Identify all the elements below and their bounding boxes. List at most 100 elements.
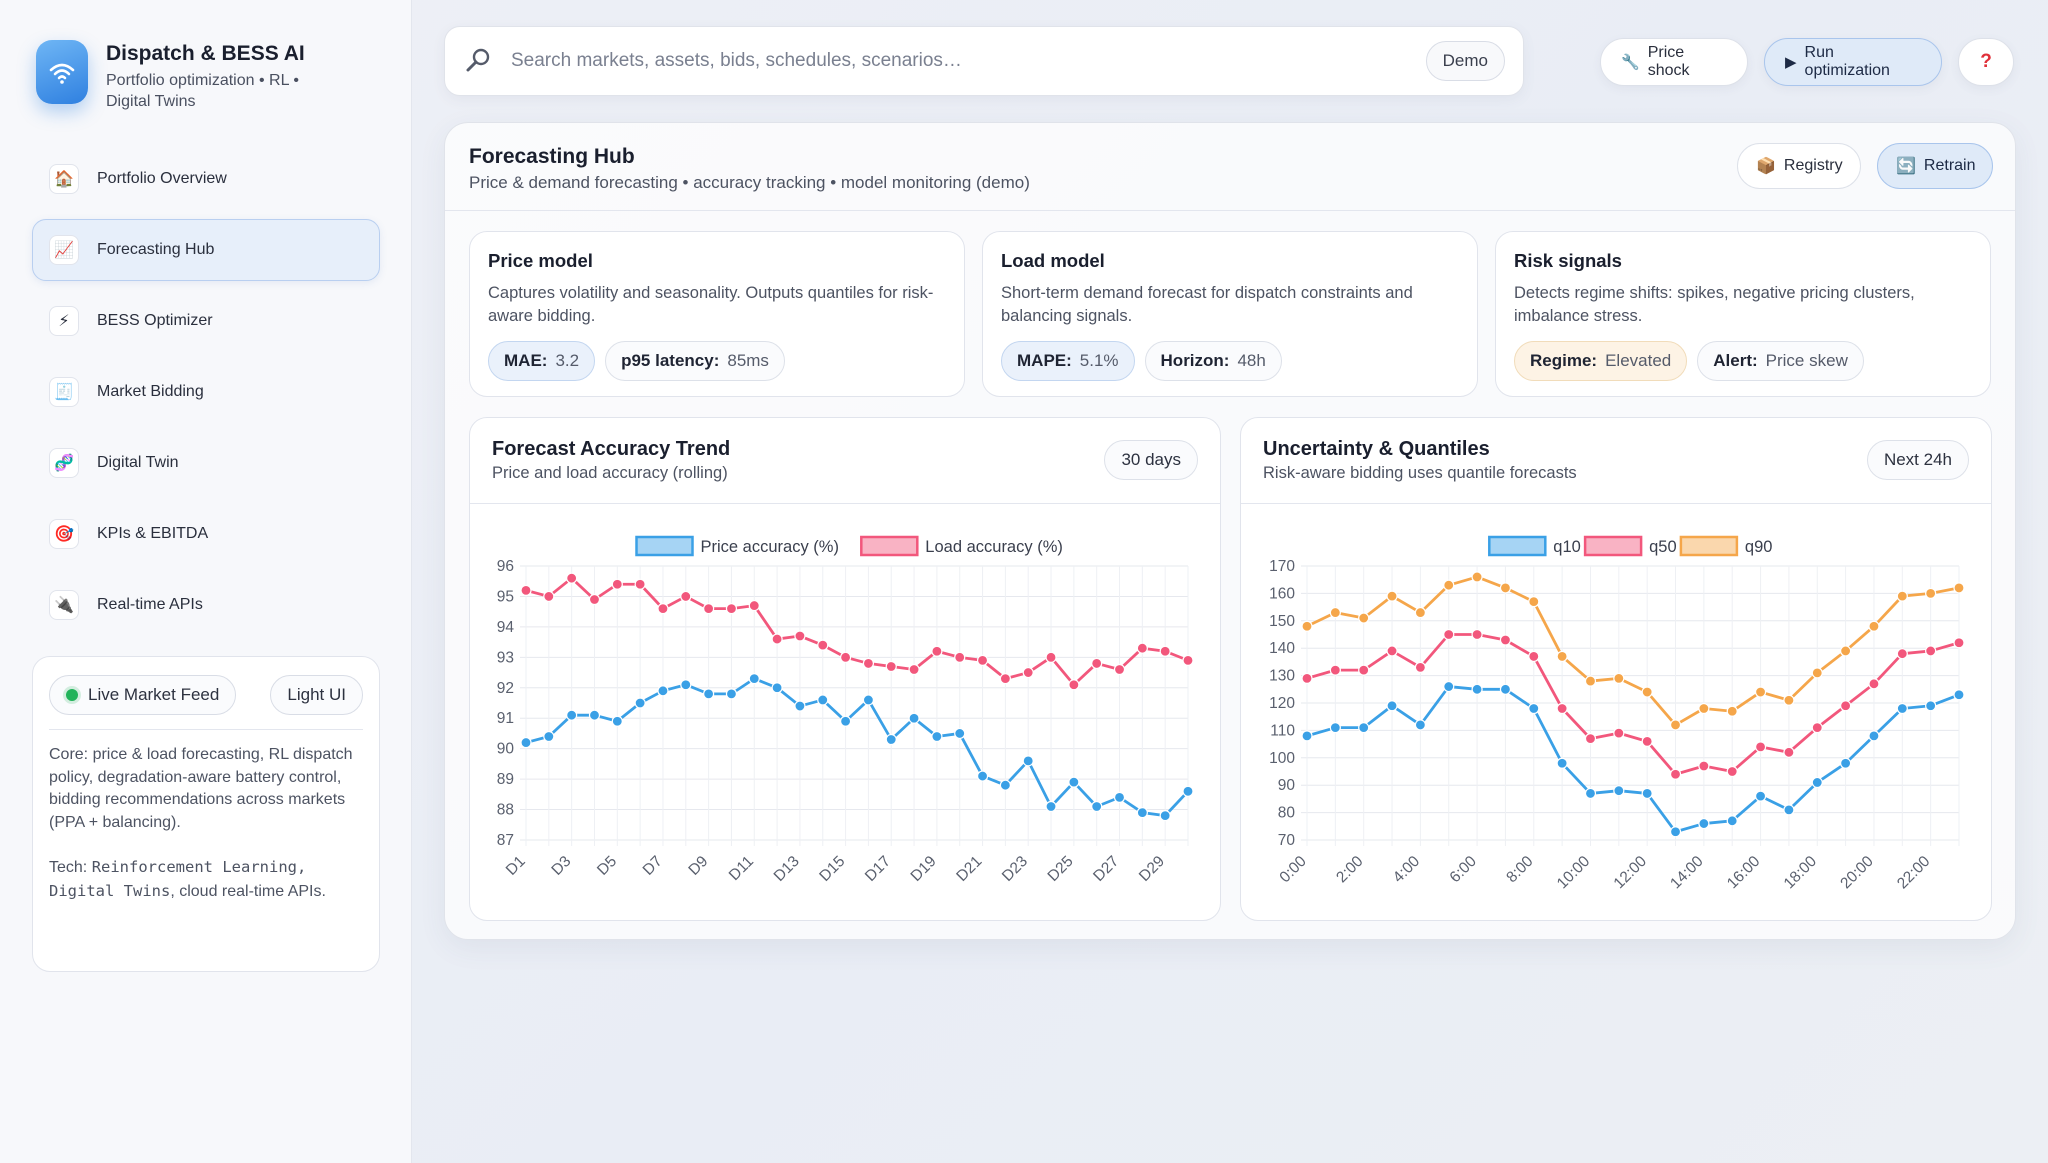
registry-button[interactable]: 📦 Registry — [1737, 143, 1861, 189]
data-point — [1896, 702, 1908, 715]
stat-label: Regime: — [1530, 351, 1598, 370]
help-button[interactable]: ? — [1958, 38, 2014, 86]
data-point — [611, 578, 623, 590]
nav-item-icon: 📈 — [49, 235, 79, 265]
brand-subtitle: Portfolio optimization • RL • Digital Tw… — [106, 72, 299, 110]
divider — [49, 729, 363, 730]
data-point — [1113, 791, 1126, 803]
theme-toggle-button[interactable]: Light UI — [270, 675, 363, 715]
data-point — [1301, 730, 1313, 742]
accuracy-range-selector[interactable]: 30 days — [1104, 440, 1198, 480]
data-point — [1953, 637, 1965, 649]
stat-value: 85ms — [727, 351, 769, 370]
data-point — [1471, 571, 1483, 583]
data-point — [566, 709, 578, 721]
run-optimization-button[interactable]: ▶ Run optimization — [1764, 38, 1942, 86]
data-point — [1726, 815, 1738, 827]
data-point — [999, 673, 1011, 685]
sidebar-item-kpis-ebitda[interactable]: 🎯 KPIs & EBITDA — [32, 503, 380, 565]
x-tick-label: D7 — [640, 853, 666, 879]
data-point — [1091, 800, 1103, 813]
data-point — [1022, 666, 1034, 679]
data-point — [954, 727, 966, 740]
data-point — [1528, 702, 1540, 715]
x-tick-label: D15 — [816, 853, 848, 885]
data-point — [1528, 596, 1540, 608]
live-market-feed-toggle[interactable]: Live Market Feed — [49, 675, 237, 715]
brand-title: Dispatch & BESS AI — [106, 42, 305, 65]
sidebar-item-market-bidding[interactable]: 🧾 Market Bidding — [32, 361, 380, 423]
data-point — [1840, 700, 1852, 712]
legend-swatch — [635, 535, 694, 557]
brand: Dispatch & BESS AI Portfolio optimizatio… — [36, 40, 346, 112]
model-card-title: Risk signals — [1514, 250, 1622, 271]
data-point — [1443, 680, 1455, 693]
data-point — [725, 688, 738, 700]
quantile-range-selector[interactable]: Next 24h — [1866, 440, 1969, 480]
data-point — [862, 657, 875, 670]
data-point — [999, 779, 1011, 791]
series-line — [1306, 685, 1960, 834]
data-point — [588, 709, 601, 721]
data-point — [1669, 768, 1682, 780]
page-title: Forecasting Hub — [469, 145, 635, 168]
data-point — [1159, 810, 1171, 822]
data-point — [771, 633, 783, 645]
registry-label: Registry — [1783, 157, 1843, 174]
live-feed-card: Live Market Feed Light UI Core: price & … — [32, 656, 380, 972]
data-point — [862, 694, 875, 706]
data-point — [1868, 730, 1880, 742]
search-input[interactable] — [511, 50, 1426, 72]
x-tick-label: D29 — [1136, 853, 1168, 885]
data-point — [1698, 817, 1710, 830]
data-point — [1783, 804, 1795, 816]
y-tick-label: 87 — [497, 832, 514, 849]
sidebar-item-digital-twin[interactable]: 🧬 Digital Twin — [32, 432, 380, 494]
sidebar-item-real-time-apis[interactable]: 🔌 Real-time APIs — [32, 574, 380, 636]
data-point — [1584, 787, 1597, 800]
data-point — [908, 663, 920, 676]
demo-badge: Demo — [1425, 41, 1505, 81]
retrain-button[interactable]: 🔄 Retrain — [1877, 143, 1993, 189]
nav-item-icon: 🧬 — [49, 448, 79, 478]
data-point — [1556, 757, 1568, 769]
sidebar-item-forecasting-hub[interactable]: 📈 Forecasting Hub — [32, 219, 380, 281]
data-point — [725, 603, 738, 615]
series-line — [525, 576, 1189, 687]
y-tick-label: 90 — [497, 741, 515, 758]
sidebar-item-portfolio-overview[interactable]: 🏠 Portfolio Overview — [32, 148, 380, 210]
model-card-risk-signals: Risk signals Detects regime shifts: spike… — [1495, 231, 1991, 397]
sidebar-item-bess-optimizer[interactable]: ⚡ BESS Optimizer — [32, 290, 380, 352]
data-point — [1556, 702, 1568, 715]
nav-item-icon: 🔌 — [49, 590, 79, 620]
data-point — [817, 639, 829, 651]
y-tick-label: 95 — [497, 588, 514, 605]
stat-pill: Horizon: 48h — [1144, 341, 1282, 381]
quantile-chart-card: Uncertainty & Quantiles Risk-aware biddi… — [1240, 417, 1992, 921]
data-point — [1414, 606, 1426, 619]
quantile-chart-title: Uncertainty & Quantiles — [1263, 438, 1490, 460]
stat-value: Price skew — [1765, 351, 1848, 370]
price-shock-button[interactable]: 🔧 Price shock — [1600, 38, 1748, 86]
y-tick-label: 91 — [497, 710, 514, 727]
data-point — [1811, 776, 1823, 789]
nav-item-label: Portfolio Overview — [97, 170, 227, 187]
legend-swatch — [1583, 535, 1643, 557]
core-description: Core: price & load forecasting, RL dispa… — [49, 746, 353, 831]
x-tick-label: 4:00 — [1390, 853, 1424, 887]
data-point — [1698, 760, 1710, 772]
x-tick-label: D1 — [503, 853, 529, 879]
data-point — [1068, 776, 1080, 788]
stat-value: 3.2 — [555, 351, 580, 370]
data-point — [1414, 719, 1426, 731]
data-point — [1499, 683, 1512, 695]
x-tick-label: D17 — [862, 853, 894, 885]
legend-swatch — [860, 535, 919, 557]
data-point — [703, 688, 715, 700]
model-card-description: Captures volatility and seasonality. Out… — [488, 284, 934, 325]
data-point — [520, 736, 532, 749]
data-point — [931, 730, 943, 743]
stat-label: p95 latency: — [621, 351, 720, 370]
data-point — [1329, 722, 1341, 734]
model-card-title: Price model — [488, 250, 593, 271]
